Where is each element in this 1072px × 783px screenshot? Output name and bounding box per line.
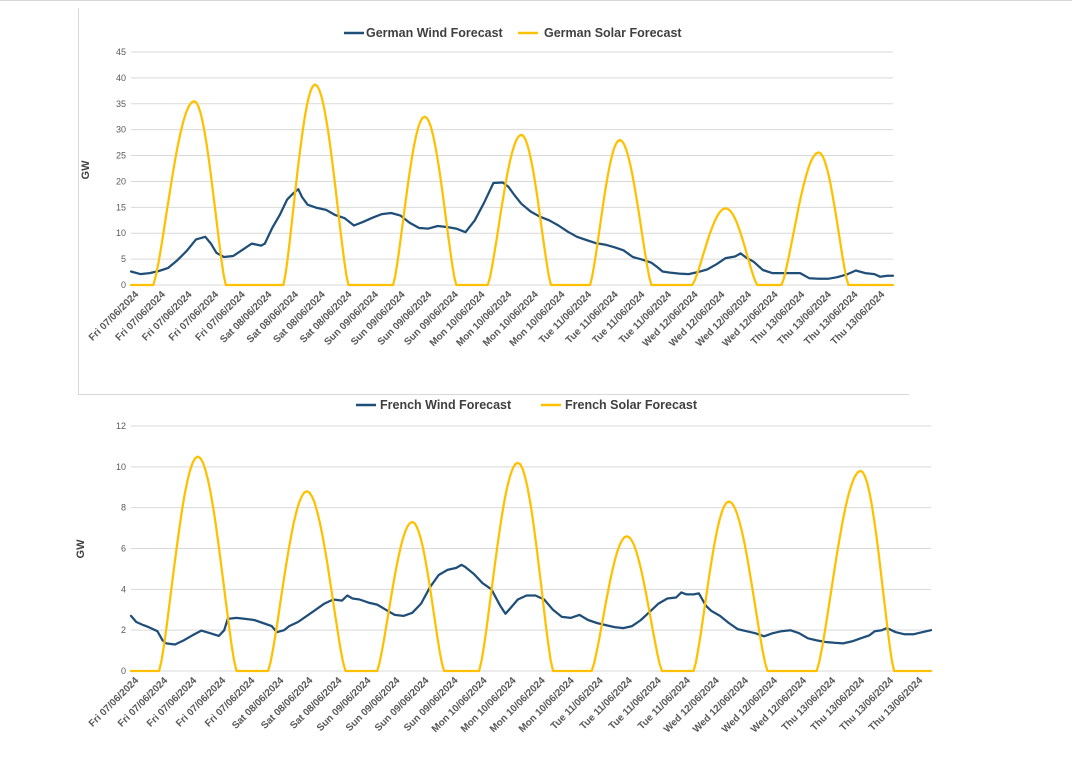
legend-entry: French Wind Forecast bbox=[380, 398, 512, 412]
y-tick-label: 45 bbox=[116, 47, 126, 57]
x-tick-label: Sat 08/06/2024 bbox=[230, 675, 286, 731]
y-tick-label: 6 bbox=[121, 544, 126, 554]
y-tick-label: 10 bbox=[116, 228, 126, 238]
german-wind-forecast-line bbox=[129, 181, 895, 280]
x-tick-label: Thu 13/06/2024 bbox=[867, 675, 925, 733]
legend-entry: German Wind Forecast bbox=[366, 26, 504, 40]
legend-entry: French Solar Forecast bbox=[565, 398, 698, 412]
y-tick-label: 0 bbox=[121, 666, 126, 676]
y-tick-label: 12 bbox=[116, 421, 126, 431]
y-tick-label: 10 bbox=[116, 462, 126, 472]
y-tick-label: 20 bbox=[116, 176, 126, 186]
y-tick-label: 25 bbox=[116, 151, 126, 161]
y-tick-label: 40 bbox=[116, 73, 126, 83]
window-top-border bbox=[0, 0, 1072, 1]
y-tick-label: 35 bbox=[116, 99, 126, 109]
y-axis-label: GW bbox=[75, 539, 87, 559]
y-tick-label: 5 bbox=[121, 254, 126, 264]
y-tick-label: 0 bbox=[121, 280, 126, 290]
german-chart-frame bbox=[78, 8, 909, 395]
y-tick-label: 15 bbox=[116, 202, 126, 212]
legend-entry: German Solar Forecast bbox=[544, 26, 682, 40]
y-tick-label: 30 bbox=[116, 125, 126, 135]
y-tick-label: 2 bbox=[121, 625, 126, 635]
x-tick-label: Sat 08/06/2024 bbox=[259, 675, 315, 731]
y-axis-label: GW bbox=[80, 160, 92, 180]
x-tick-label: Sat 08/06/2024 bbox=[288, 675, 344, 731]
y-tick-label: 8 bbox=[121, 503, 126, 513]
y-tick-label: 4 bbox=[121, 584, 126, 594]
x-tick-label: Fri 07/06/2024 bbox=[87, 675, 141, 729]
french-wind-forecast-line bbox=[129, 563, 933, 646]
french-solar-forecast-line bbox=[129, 455, 933, 673]
german-solar-forecast-line bbox=[129, 83, 895, 287]
